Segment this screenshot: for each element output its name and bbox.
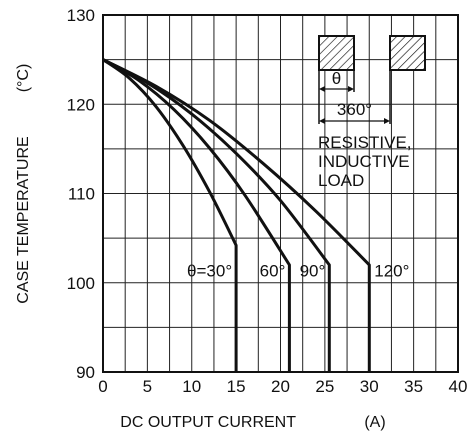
arrow-head bbox=[319, 118, 325, 124]
x-tick-label: 35 bbox=[404, 377, 423, 396]
x-tick-label: 30 bbox=[360, 377, 379, 396]
x-tick-label: 0 bbox=[98, 377, 107, 396]
x-tick-label: 5 bbox=[143, 377, 152, 396]
arrow-head bbox=[384, 118, 390, 124]
x-axis-unit: (A) bbox=[364, 414, 385, 431]
load-type-label: RESISTIVE, bbox=[318, 133, 412, 152]
plot-frame bbox=[102, 14, 459, 373]
x-axis-title: DC OUTPUT CURRENT bbox=[120, 414, 296, 431]
series-line bbox=[102, 58, 331, 372]
series-label: 60° bbox=[260, 262, 286, 281]
y-tick-label: 90 bbox=[76, 363, 95, 382]
load-type-label: INDUCTIVE bbox=[318, 152, 410, 171]
series-label: 90° bbox=[300, 262, 326, 281]
y-tick-label: 110 bbox=[68, 185, 95, 204]
load-type-label: LOAD bbox=[318, 171, 364, 190]
y-axis-title: CASE TEMPERATURE bbox=[15, 136, 32, 303]
arrow-head bbox=[319, 86, 325, 92]
series-line bbox=[102, 58, 238, 372]
x-tick-label: 10 bbox=[182, 377, 201, 396]
y-tick-label: 100 bbox=[67, 274, 95, 293]
series-line bbox=[102, 58, 371, 372]
arrow-head bbox=[348, 86, 354, 92]
x-tick-label: 20 bbox=[271, 377, 290, 396]
y-axis-unit: (°C) bbox=[15, 64, 32, 93]
x-tick-label: 25 bbox=[315, 377, 334, 396]
x-tick-label: 40 bbox=[449, 377, 468, 396]
y-tick-label: 130 bbox=[67, 6, 95, 25]
waveform-pulse bbox=[389, 35, 426, 71]
series-line bbox=[102, 58, 291, 372]
series-label: θ=30° bbox=[187, 262, 232, 281]
period-label: 360° bbox=[337, 100, 372, 119]
waveform-pulse bbox=[318, 35, 355, 71]
theta-label: θ bbox=[332, 69, 341, 88]
x-tick-label: 15 bbox=[227, 377, 246, 396]
y-tick-label: 120 bbox=[67, 95, 95, 114]
series-label: 120° bbox=[374, 262, 409, 281]
